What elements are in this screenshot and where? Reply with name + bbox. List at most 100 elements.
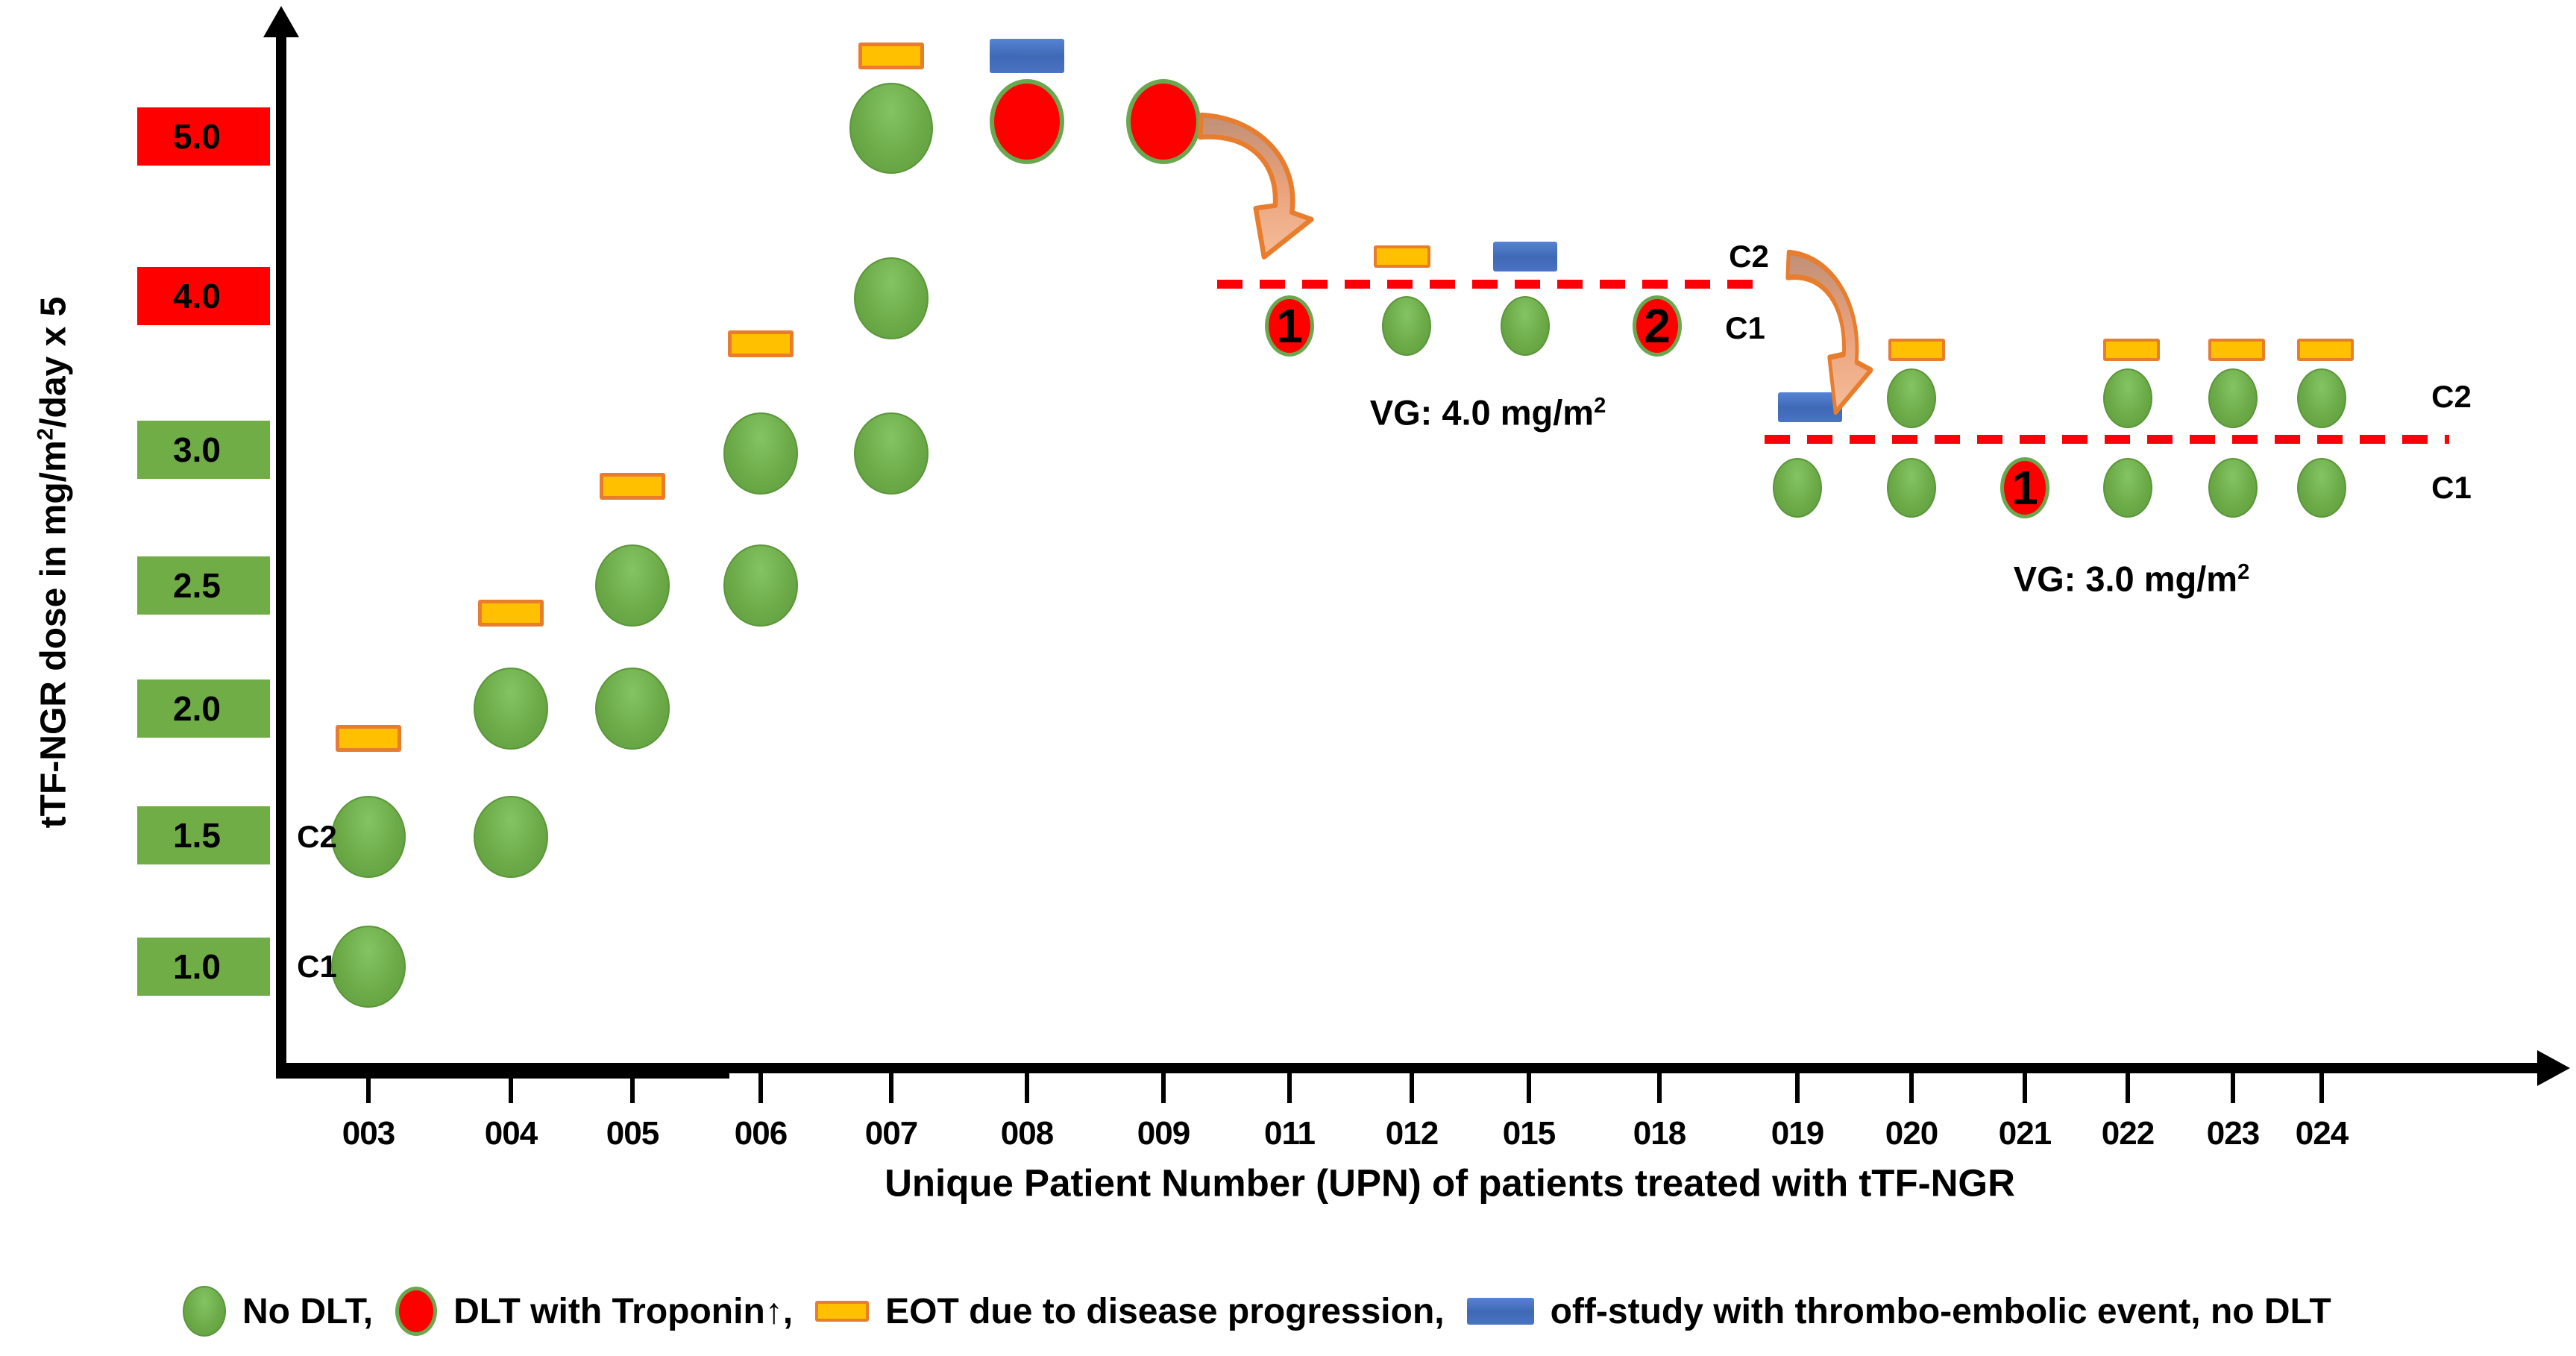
- x-tick-label-006: 006: [734, 1115, 788, 1152]
- x-tick-012: [1410, 1073, 1414, 1103]
- no-dlt-circle: [849, 83, 933, 174]
- no-dlt-circle: [1887, 458, 1936, 518]
- dose-level-box-5.0: 5.0: [137, 107, 270, 166]
- x-tick-007: [889, 1073, 893, 1103]
- x-tick-label-024: 024: [2295, 1115, 2349, 1152]
- cycle1-row-label-vg4: C1: [1725, 310, 1765, 345]
- no-dlt-circle: [595, 544, 670, 627]
- x-tick-009: [1161, 1073, 1166, 1103]
- de-escalation-arrow-icon: [1197, 112, 1314, 260]
- legend-label: EOT due to disease progression,: [885, 1291, 1445, 1331]
- no-dlt-circle: [1887, 368, 1936, 428]
- dlt-legend-swatch: [395, 1287, 438, 1336]
- x-tick-006: [758, 1073, 763, 1103]
- off-study-legend-swatch: [1466, 1298, 1534, 1325]
- vacation-group-4-label: VG: 4.0 mg/m2: [1369, 392, 1606, 433]
- x-tick-003: [366, 1073, 371, 1103]
- no-dlt-circle: [1773, 458, 1822, 518]
- x-tick-label-019: 019: [1771, 1115, 1824, 1152]
- y-axis-line: [276, 25, 286, 1076]
- legend-label: off-study with thrombo-embolic event, no…: [1550, 1291, 2331, 1331]
- x-tick-label-020: 020: [1885, 1115, 1938, 1152]
- dose-level-box-1.5: 1.5: [137, 806, 270, 864]
- x-tick-label-007: 007: [864, 1115, 918, 1152]
- no-dlt-circle: [854, 412, 929, 495]
- x-tick-label-015: 015: [1502, 1115, 1556, 1152]
- eot-progression-dash: [728, 330, 794, 357]
- vacation-group-3-label: VG: 3.0 mg/m2: [2013, 559, 2250, 599]
- cycle2-row-label-start: C2: [297, 819, 337, 854]
- cycle1-row-label-vg3: C1: [2431, 470, 2472, 505]
- no-dlt-circle: [2208, 368, 2258, 428]
- eot-progression-dash: [858, 43, 924, 69]
- x-tick-005: [630, 1073, 635, 1103]
- legend-label: DLT with Troponin↑,: [453, 1291, 794, 1331]
- eot-progression-dash: [2103, 339, 2160, 361]
- no-dlt-circle: [1501, 296, 1550, 356]
- x-tick-022: [2126, 1073, 2130, 1103]
- no-dlt-circle: [474, 796, 548, 878]
- x-tick-label-021: 021: [1998, 1115, 2052, 1152]
- legend-label: No DLT,: [242, 1291, 374, 1331]
- no-dlt-circle: [2208, 458, 2258, 518]
- x-tick-label-012: 012: [1385, 1115, 1439, 1152]
- x-tick-label-011: 011: [1264, 1115, 1316, 1152]
- cycle2-row-label-vg3: C2: [2431, 379, 2472, 414]
- legend-item: off-study with thrombo-embolic event, no…: [1466, 1291, 2331, 1332]
- eot-progression-dash: [1888, 339, 1945, 361]
- eot-progression-dash: [336, 725, 401, 752]
- eot-progression-dash: [2297, 339, 2354, 361]
- no-dlt-circle: [2103, 368, 2152, 428]
- x-tick-004: [509, 1073, 513, 1103]
- dose-reduction-dashed-line-1: [1217, 280, 1762, 289]
- x-tick-021: [2023, 1073, 2027, 1103]
- legend-item: No DLT,: [183, 1286, 373, 1337]
- dlt-troponin-circle: [1126, 79, 1201, 164]
- x-tick-label-009: 009: [1137, 1115, 1190, 1152]
- eot-legend-swatch: [815, 1301, 870, 1322]
- no-dlt-circle: [854, 257, 929, 339]
- x-tick-023: [2231, 1073, 2235, 1103]
- eot-progression-dash: [2208, 339, 2265, 361]
- x-tick-024: [2319, 1073, 2324, 1103]
- x-tick-020: [1909, 1073, 1914, 1103]
- dlt-troponin-circle: 1: [2000, 457, 2049, 518]
- x-axis-title: Unique Patient Number (UPN) of patients …: [885, 1161, 2015, 1205]
- x-tick-011: [1287, 1073, 1292, 1103]
- dlt-troponin-circle: 2: [1633, 295, 1682, 357]
- x-tick-label-008: 008: [1000, 1115, 1054, 1152]
- no-dlt-circle: [2297, 458, 2346, 518]
- no-dlt-circle: [1382, 296, 1431, 356]
- x-axis-arrowhead-icon: [2537, 1050, 2570, 1086]
- x-tick-label-023: 023: [2206, 1115, 2260, 1152]
- no-dlt-circle: [2103, 458, 2152, 518]
- cycle2-row-label-vg4: C2: [1729, 239, 1769, 274]
- off-study-thrombo-embolic-dash: [990, 39, 1064, 73]
- x-tick-019: [1795, 1073, 1800, 1103]
- x-axis-line-segment: [276, 1072, 729, 1079]
- dose-level-box-2.5: 2.5: [137, 556, 270, 615]
- eot-progression-dash: [478, 600, 544, 627]
- no-dlt-circle: [723, 544, 798, 627]
- x-tick-018: [1657, 1073, 1662, 1103]
- legend-item: EOT due to disease progression,: [815, 1291, 1445, 1332]
- no-dlt-circle: [2297, 368, 2346, 428]
- no-dlt-circle: [474, 668, 548, 750]
- no-dlt-circle: [331, 926, 406, 1008]
- eot-progression-dash: [600, 473, 665, 500]
- no-dlt-circle: [595, 668, 670, 750]
- x-tick-label-005: 005: [606, 1115, 659, 1152]
- x-tick-015: [1527, 1073, 1531, 1103]
- dlt-troponin-circle: 1: [1265, 295, 1314, 357]
- x-tick-label-004: 004: [484, 1115, 538, 1152]
- dlt-troponin-circle: [990, 79, 1064, 164]
- dose-level-box-4.0: 4.0: [137, 267, 270, 325]
- cycle1-row-label-start: C1: [297, 949, 337, 984]
- off-study-thrombo-embolic-dash: [1778, 392, 1842, 422]
- eot-progression-dash: [1374, 245, 1430, 268]
- no-dlt-circle: [723, 412, 798, 495]
- de-escalation-arrow-icon: [1785, 249, 1873, 415]
- legend-item: DLT with Troponin↑,: [395, 1287, 793, 1336]
- dose-reduction-dashed-line-2: [1765, 435, 2449, 444]
- legend: No DLT, DLT with Troponin↑, EOT due to dis…: [183, 1275, 2331, 1347]
